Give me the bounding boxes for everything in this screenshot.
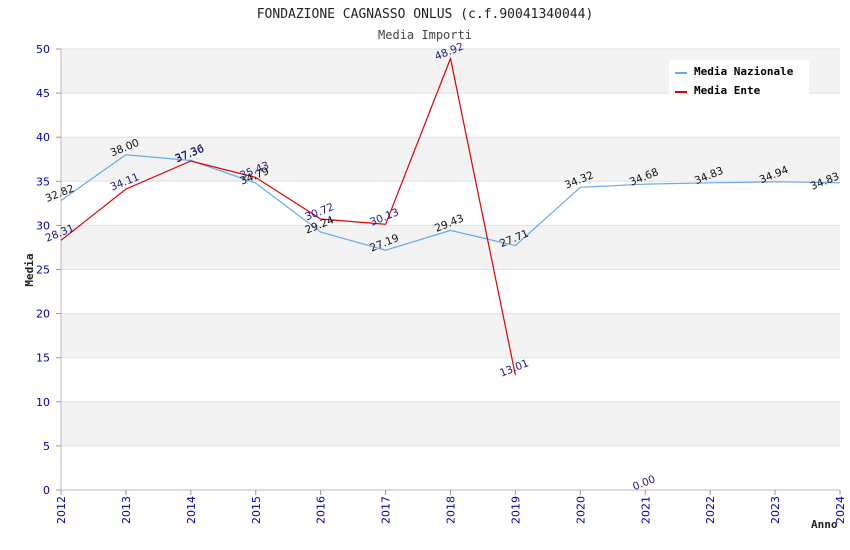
y-tick-label: 0 xyxy=(43,484,50,497)
x-axis-ticks: 2012 2013 2014 2015 2016 2017 2018 2019 2020 2021… xyxy=(55,490,847,524)
plot-band xyxy=(61,181,840,226)
x-tick-label: 2018 xyxy=(445,496,458,524)
y-axis-ticks: 0 5 10 15 20 25 30 35 40 45 50 xyxy=(36,43,61,497)
chart-subtitle: Media Importi xyxy=(378,28,472,42)
y-tick-label: 15 xyxy=(36,352,50,365)
legend-label-media-ente: Media Ente xyxy=(694,84,761,97)
y-tick-label: 25 xyxy=(36,264,50,277)
plot-band xyxy=(61,313,840,358)
y-axis-title: Media xyxy=(23,253,36,286)
x-tick-label: 2021 xyxy=(639,496,652,524)
x-tick-label: 2022 xyxy=(704,496,717,524)
x-tick-label: 2023 xyxy=(769,496,782,524)
x-tick-label: 2015 xyxy=(250,496,263,524)
legend-box xyxy=(669,60,809,96)
x-axis-title: Anno xyxy=(811,518,838,531)
plot-background-bands xyxy=(61,49,840,490)
x-tick-label: 2019 xyxy=(509,496,522,524)
x-tick-label: 2024 xyxy=(834,496,847,524)
plot-band xyxy=(61,445,840,490)
y-tick-label: 30 xyxy=(36,219,50,232)
y-tick-label: 35 xyxy=(36,175,50,188)
y-tick-label: 10 xyxy=(36,396,50,409)
y-tick-label: 45 xyxy=(36,87,50,100)
legend-label-media-nazionale: Media Nazionale xyxy=(694,65,794,78)
x-tick-label: 2020 xyxy=(574,496,587,524)
x-tick-label: 2016 xyxy=(315,496,328,524)
chart-title: FONDAZIONE CAGNASSO ONLUS (c.f.900413400… xyxy=(257,7,594,22)
x-tick-label: 2017 xyxy=(380,496,393,524)
y-tick-label: 20 xyxy=(36,308,50,321)
series-line-media-ente xyxy=(60,56,516,376)
plot-band xyxy=(61,225,840,270)
x-tick-label: 2012 xyxy=(55,496,68,524)
x-tick-label: 2014 xyxy=(185,496,198,524)
plot-band xyxy=(61,357,840,402)
x-tick-label: 2013 xyxy=(120,496,133,524)
legend: Media Nazionale Media Ente xyxy=(669,60,809,97)
plot-band xyxy=(61,401,840,446)
plot-band xyxy=(61,269,840,314)
series-lines xyxy=(60,56,841,376)
plot-band xyxy=(61,93,840,138)
y-tick-label: 40 xyxy=(36,131,50,144)
plot-band xyxy=(61,137,840,182)
y-tick-label: 50 xyxy=(36,43,50,56)
y-tick-label: 5 xyxy=(43,440,50,453)
